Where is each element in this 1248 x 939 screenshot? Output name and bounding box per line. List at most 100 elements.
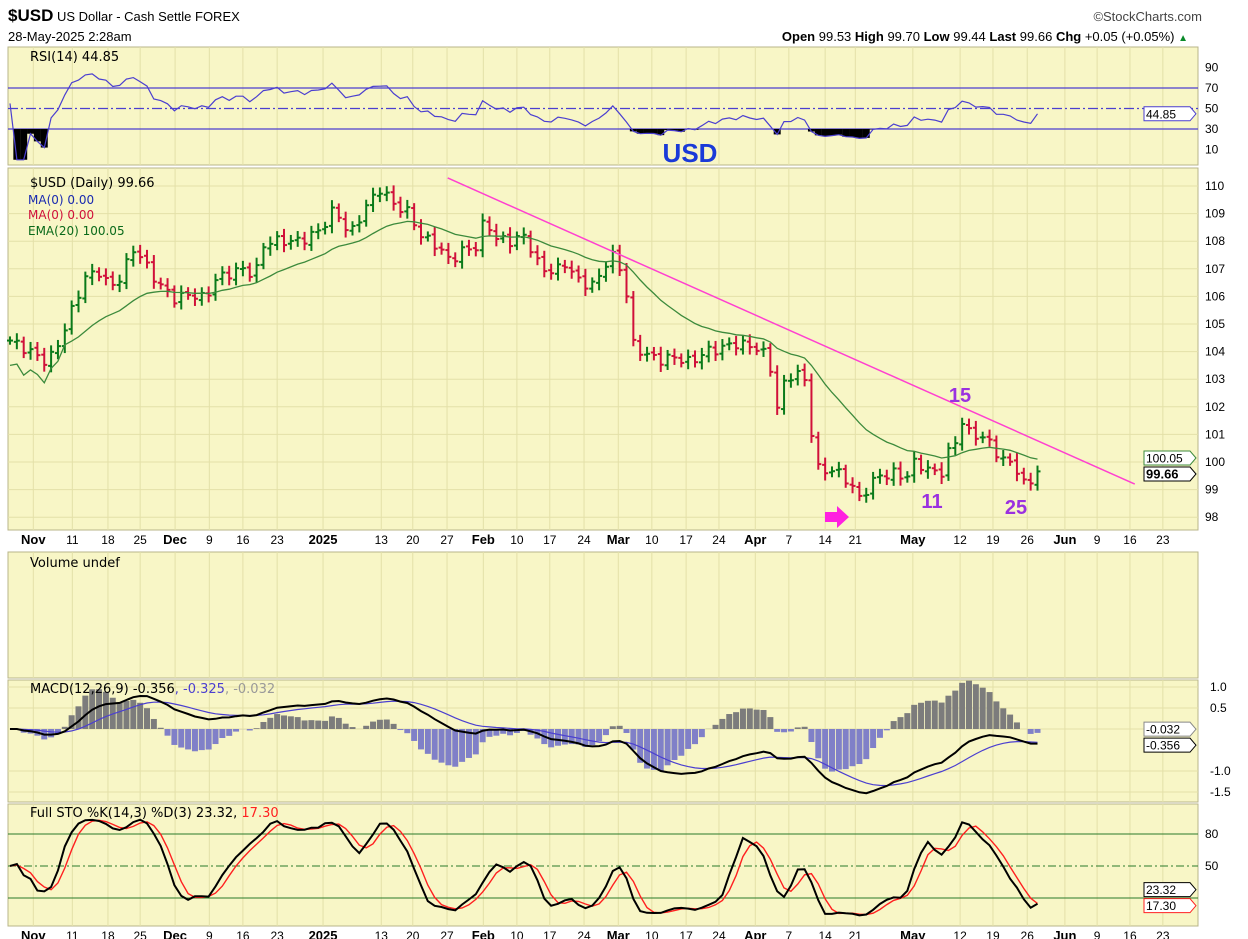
x-tick-label: Apr	[744, 928, 766, 939]
price-bar	[774, 365, 781, 415]
macd-histogram-bar	[411, 729, 418, 741]
macd-histogram-bar	[623, 729, 630, 733]
macd-histogram-bar	[561, 729, 568, 745]
price-bar	[493, 223, 500, 247]
price-bar	[1007, 453, 1014, 466]
usd-annotation: USD	[663, 138, 718, 168]
price-bar	[630, 291, 637, 347]
price-bar	[452, 252, 459, 268]
macd-histogram-bar	[246, 729, 253, 731]
macd-histogram-bar	[822, 729, 829, 769]
x-tick-label: 11	[66, 533, 79, 547]
price-bar	[130, 245, 137, 267]
macd-histogram-bar	[75, 706, 82, 729]
value-tag-box	[1143, 466, 1197, 482]
macd-histogram-bar	[486, 729, 493, 737]
price-bar	[68, 300, 75, 335]
macd-histogram-bar	[322, 720, 329, 729]
macd-signal-value: , -0.325	[175, 682, 225, 697]
volume-panel	[7, 551, 1199, 679]
macd-histogram-bar	[589, 729, 596, 746]
price-tick-label: 107	[1205, 262, 1225, 276]
price-bar	[370, 187, 377, 213]
macd-histogram-bar	[226, 729, 233, 736]
x-tick-label: 24	[577, 533, 591, 547]
macd-histogram-bar	[835, 729, 842, 770]
macd-histogram-bar	[883, 729, 890, 731]
macd-histogram-bar	[102, 691, 109, 729]
x-tick-label: 7	[786, 533, 793, 547]
macd-histogram-bar	[870, 729, 877, 749]
value-tag-text: -0.356	[1146, 739, 1180, 753]
rsi-tick-label: 30	[1205, 122, 1219, 136]
price-bar	[41, 347, 48, 372]
rsi-line	[9, 73, 1038, 161]
macd-histogram-bar	[692, 729, 698, 745]
rsi-tick-label: 90	[1205, 61, 1219, 75]
price-bar	[465, 239, 472, 256]
price-bar	[322, 221, 329, 235]
price-bar	[356, 215, 363, 233]
macd-histogram-bar	[472, 729, 479, 755]
macd-histogram-bar	[753, 709, 760, 729]
price-bar	[767, 343, 774, 377]
price-bar	[20, 336, 27, 359]
price-bar	[89, 263, 96, 286]
ema-legend: EMA(20) 100.05	[28, 224, 125, 238]
macd-histogram-bar	[959, 682, 966, 729]
macd-tick-label: -1.0	[1210, 764, 1231, 778]
macd-histogram-bar	[383, 719, 390, 729]
instrument-name: US Dollar - Cash Settle	[56, 9, 192, 24]
rsi-tick-label: 10	[1205, 143, 1219, 157]
x-tick-label: 27	[440, 533, 454, 547]
sto-tick-label: 50	[1205, 859, 1219, 873]
value-tag-text: 17.30	[1146, 899, 1176, 913]
macd-histogram-bar	[774, 729, 781, 732]
sto-d-value: 17.30	[237, 806, 278, 821]
macd-histogram-bar	[500, 729, 507, 734]
macd-histogram-bar	[966, 680, 972, 729]
price-bar	[911, 451, 918, 483]
macd-histogram-bar	[431, 729, 438, 760]
macd-histogram-bar	[931, 700, 938, 729]
macd-histogram-bar	[808, 729, 815, 743]
price-bar	[239, 260, 246, 277]
value-tag-text: 44.85	[1146, 107, 1176, 121]
price-bar	[171, 285, 178, 308]
macd-histogram-bar	[698, 729, 705, 738]
macd-histogram-bar	[191, 729, 198, 752]
x-tick-label: 19	[986, 533, 1000, 547]
x-tick-label: 23	[1156, 533, 1170, 547]
macd-histogram-bar	[137, 702, 144, 729]
macd-histogram-bar	[644, 729, 651, 769]
price-bar	[712, 340, 719, 361]
macd-histogram-bar	[637, 729, 644, 763]
price-bar	[328, 200, 335, 234]
price-bar	[1034, 465, 1041, 491]
price-bar	[315, 223, 322, 240]
price-bar	[835, 461, 842, 478]
x-tick-label: 19	[986, 929, 1000, 939]
price-tick-label: 101	[1205, 427, 1225, 441]
macd-histogram-bar	[972, 684, 979, 729]
low-label: Low	[923, 29, 950, 44]
price-bar	[383, 186, 390, 202]
x-tick-label: 10	[645, 929, 659, 939]
annotation-25: 25	[1005, 497, 1027, 519]
price-bar	[575, 265, 582, 283]
macd-histogram-bar	[328, 716, 335, 729]
price-bar	[602, 261, 609, 282]
price-bar	[548, 263, 555, 280]
macd-histogram-bar	[205, 729, 212, 750]
price-bar	[904, 471, 911, 483]
macd-histogram-bar	[876, 729, 883, 738]
sto-panel	[7, 803, 1199, 927]
x-tick-label: 21	[849, 533, 863, 547]
price-bar	[7, 336, 13, 345]
x-tick-label: 25	[133, 533, 147, 547]
price-bar	[760, 341, 767, 357]
price-legend: $USD (Daily) 99.66	[30, 176, 155, 191]
macd-histogram-bar	[801, 726, 808, 729]
ema-last-tag: 100.05	[1143, 450, 1197, 466]
x-tick-label: May	[900, 532, 926, 547]
